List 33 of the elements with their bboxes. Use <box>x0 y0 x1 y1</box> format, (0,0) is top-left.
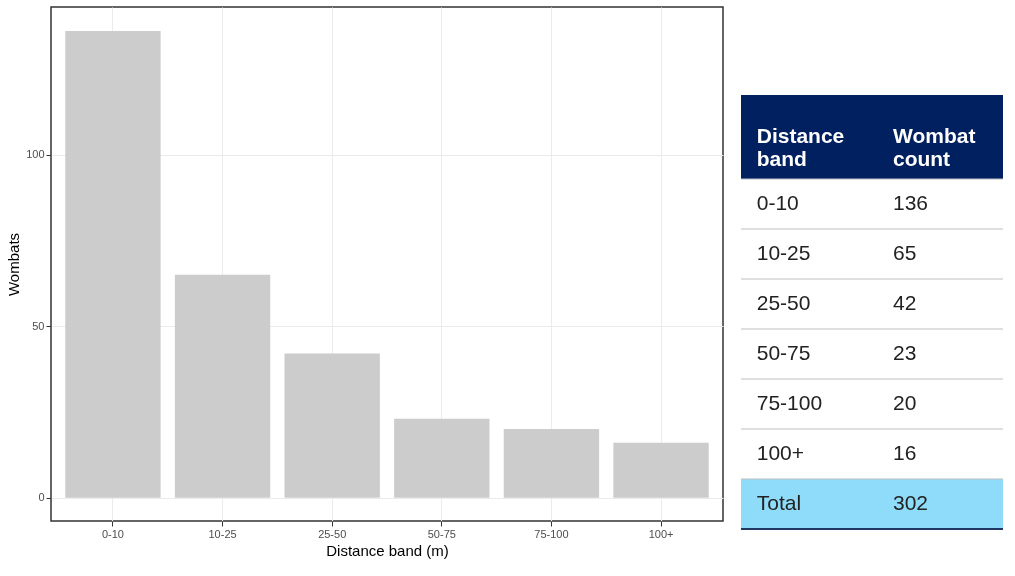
y-tick-label: 50 <box>32 319 45 332</box>
text: 75-100 <box>756 391 823 414</box>
text: 10-25 <box>756 241 811 264</box>
text: 42 <box>892 291 917 314</box>
text: 136 <box>892 191 929 214</box>
text: 50-75 <box>756 341 811 364</box>
y-tick-label: 0 <box>38 491 45 504</box>
text: 302 <box>892 491 929 514</box>
text: 100+ <box>756 441 805 464</box>
y-axis-title: Wombats <box>5 232 23 297</box>
x-tick-label: 10-25 <box>208 527 237 540</box>
bar <box>503 429 600 498</box>
text: 16 <box>892 441 917 464</box>
text: Wombat count <box>892 124 976 170</box>
y-tick-label: 100 <box>26 148 45 161</box>
x-tick-label: 0-10 <box>101 527 124 540</box>
bar <box>65 31 161 498</box>
x-tick-label: 75-100 <box>534 527 569 540</box>
text: Distance band <box>756 124 845 170</box>
bar <box>394 418 490 498</box>
bar <box>613 442 709 498</box>
text: 65 <box>892 241 917 264</box>
x-axis-title: Distance band (m) <box>326 541 449 559</box>
text: Total <box>756 491 802 514</box>
x-tick-label: 25-50 <box>318 527 347 540</box>
x-tick-label: 50-75 <box>427 527 456 540</box>
text: 25-50 <box>756 291 811 314</box>
text: 23 <box>892 341 917 364</box>
x-tick-label: 100+ <box>648 527 674 540</box>
bar <box>284 353 380 498</box>
text: 20 <box>892 391 917 414</box>
bar <box>174 274 271 498</box>
text: 0-10 <box>756 191 799 214</box>
